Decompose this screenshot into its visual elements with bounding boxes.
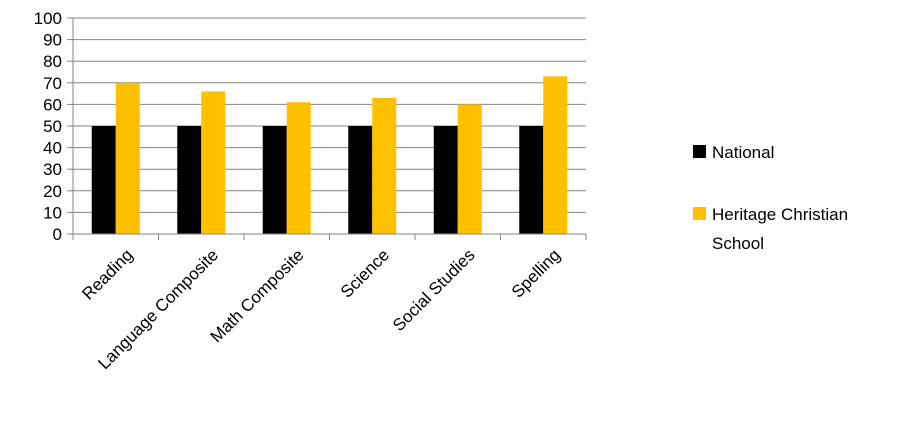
bar-heritage-christian-school-0	[115, 82, 140, 234]
y-tick-label: 60	[43, 95, 62, 114]
y-tick-label: 0	[53, 225, 62, 244]
y-tick-label: 70	[43, 74, 62, 93]
x-tick-label: Reading	[78, 245, 136, 303]
y-tick-label: 100	[34, 9, 62, 28]
bars	[91, 76, 568, 235]
y-tick-label: 50	[43, 117, 62, 136]
legend-swatch-national	[693, 145, 706, 158]
y-tick-label: 40	[43, 139, 62, 158]
bar-national-2	[262, 126, 287, 234]
bar-heritage-christian-school-5	[543, 76, 568, 234]
y-tick-label: 90	[43, 31, 62, 50]
legend-label-heritage-christian-school-line2: School	[712, 234, 764, 253]
y-tick-label: 10	[43, 203, 62, 222]
bar-national-0	[91, 126, 116, 234]
y-tick-label: 30	[43, 160, 62, 179]
bar-heritage-christian-school-3	[372, 97, 397, 234]
bar-heritage-christian-school-2	[286, 102, 311, 235]
bar-national-3	[348, 126, 373, 234]
legend-label-heritage-christian-school-line1: Heritage Christian	[712, 205, 848, 224]
x-tick-label: Spelling	[508, 245, 564, 301]
y-tick-label: 20	[43, 182, 62, 201]
y-tick-label: 80	[43, 52, 62, 71]
bar-heritage-christian-school-4	[457, 104, 482, 235]
bar-national-5	[519, 126, 544, 234]
x-tick-label: Science	[337, 245, 393, 301]
x-tick-label: Math Composite	[207, 245, 308, 346]
legend-label-national: National	[712, 143, 774, 162]
legend-swatch-heritage-christian-school	[693, 207, 706, 220]
bar-national-1	[177, 126, 202, 234]
axes	[67, 17, 587, 240]
gridlines	[73, 17, 586, 213]
y-tick-labels: 0 10 20 30 40 50 60 70 80 90 100	[34, 9, 62, 244]
bar-national-4	[433, 126, 458, 234]
x-tick-label: Social Studies	[389, 245, 479, 335]
legend: National Heritage Christian School	[693, 143, 848, 253]
bar-heritage-christian-school-1	[201, 91, 226, 234]
